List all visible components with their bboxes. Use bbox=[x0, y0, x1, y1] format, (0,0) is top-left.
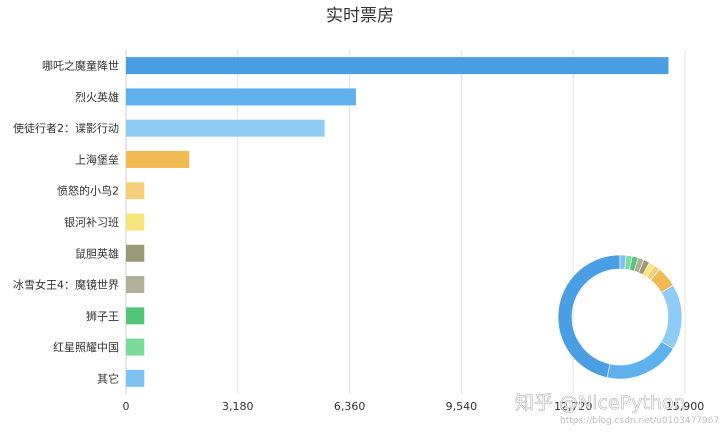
category-label: 红星照耀中国 bbox=[53, 341, 119, 354]
donut-chart bbox=[557, 254, 683, 380]
category-label: 狮子王 bbox=[86, 310, 119, 323]
bar bbox=[126, 182, 145, 200]
category-label: 使徒行者2：谍影行动 bbox=[13, 121, 119, 135]
category-label: 鼠胆英雄 bbox=[75, 246, 119, 260]
bar bbox=[126, 88, 356, 106]
x-tick-label: 9,540 bbox=[446, 400, 478, 413]
category-label: 其它 bbox=[97, 371, 119, 385]
chart-title: 实时票房 bbox=[326, 6, 394, 26]
bar bbox=[126, 57, 669, 75]
x-tick-labels: 0 3,180 6,360 9,540 12,720 15,900 bbox=[123, 400, 705, 413]
bar bbox=[126, 369, 145, 387]
x-tick-label: 12,720 bbox=[554, 400, 593, 413]
bar bbox=[126, 119, 325, 137]
category-label: 上海堡垒 bbox=[75, 152, 119, 166]
watermark: 知乎 @NicePython bbox=[515, 392, 686, 414]
donut-slice bbox=[557, 254, 621, 379]
bar bbox=[126, 276, 145, 294]
donut-slice bbox=[660, 284, 683, 350]
bar bbox=[126, 338, 145, 356]
x-tick-label: 6,360 bbox=[334, 400, 366, 413]
bar bbox=[126, 213, 145, 231]
category-label: 银河补习班 bbox=[64, 215, 119, 229]
bar bbox=[126, 307, 145, 325]
grid-lines bbox=[125, 50, 686, 394]
category-label: 冰雪女王4：魔镜世界 bbox=[13, 278, 119, 292]
watermark-url: https://blog.csdn.net/u010347796790 bbox=[560, 416, 720, 426]
bar bbox=[126, 150, 190, 168]
donut-slice bbox=[619, 254, 627, 270]
x-tick-label: 15,900 bbox=[666, 400, 705, 413]
category-label: 哪吒之魔童降世 bbox=[42, 59, 119, 73]
x-tick-label: 3,180 bbox=[222, 400, 254, 413]
category-label: 愤怒的小鸟2 bbox=[57, 184, 119, 198]
category-label: 烈火英雄 bbox=[75, 90, 119, 104]
bar bbox=[126, 244, 145, 262]
x-tick-label: 0 bbox=[123, 400, 130, 413]
donut-slice bbox=[606, 341, 674, 380]
bars bbox=[126, 57, 669, 387]
